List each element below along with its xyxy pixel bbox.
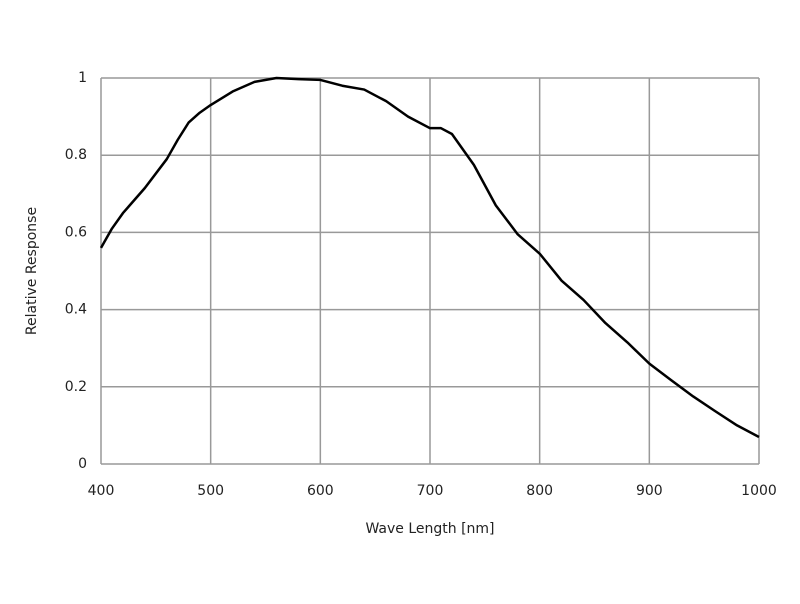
x-tick-label: 800 — [526, 483, 553, 499]
y-tick-label: 0.2 — [65, 379, 87, 395]
line — [99, 76, 760, 439]
x-tick-label: 600 — [307, 483, 334, 499]
y-axis-label: Relative Response — [24, 207, 40, 335]
x-axis-label: Wave Length [nm] — [365, 521, 494, 537]
y-tick-label: 0.6 — [65, 224, 87, 240]
y-tick-label: 0.8 — [65, 147, 87, 163]
y-tick-label: 0.4 — [65, 302, 87, 318]
x-tick-label: 1000 — [741, 483, 777, 499]
x-tick-label: 900 — [636, 483, 663, 499]
x-tick-label: 700 — [417, 483, 444, 499]
y-tick-label: 1 — [78, 70, 87, 86]
x-tick-label: 400 — [88, 483, 115, 499]
x-tick-label: 500 — [197, 483, 224, 499]
y-tick-label: 0 — [78, 456, 87, 472]
